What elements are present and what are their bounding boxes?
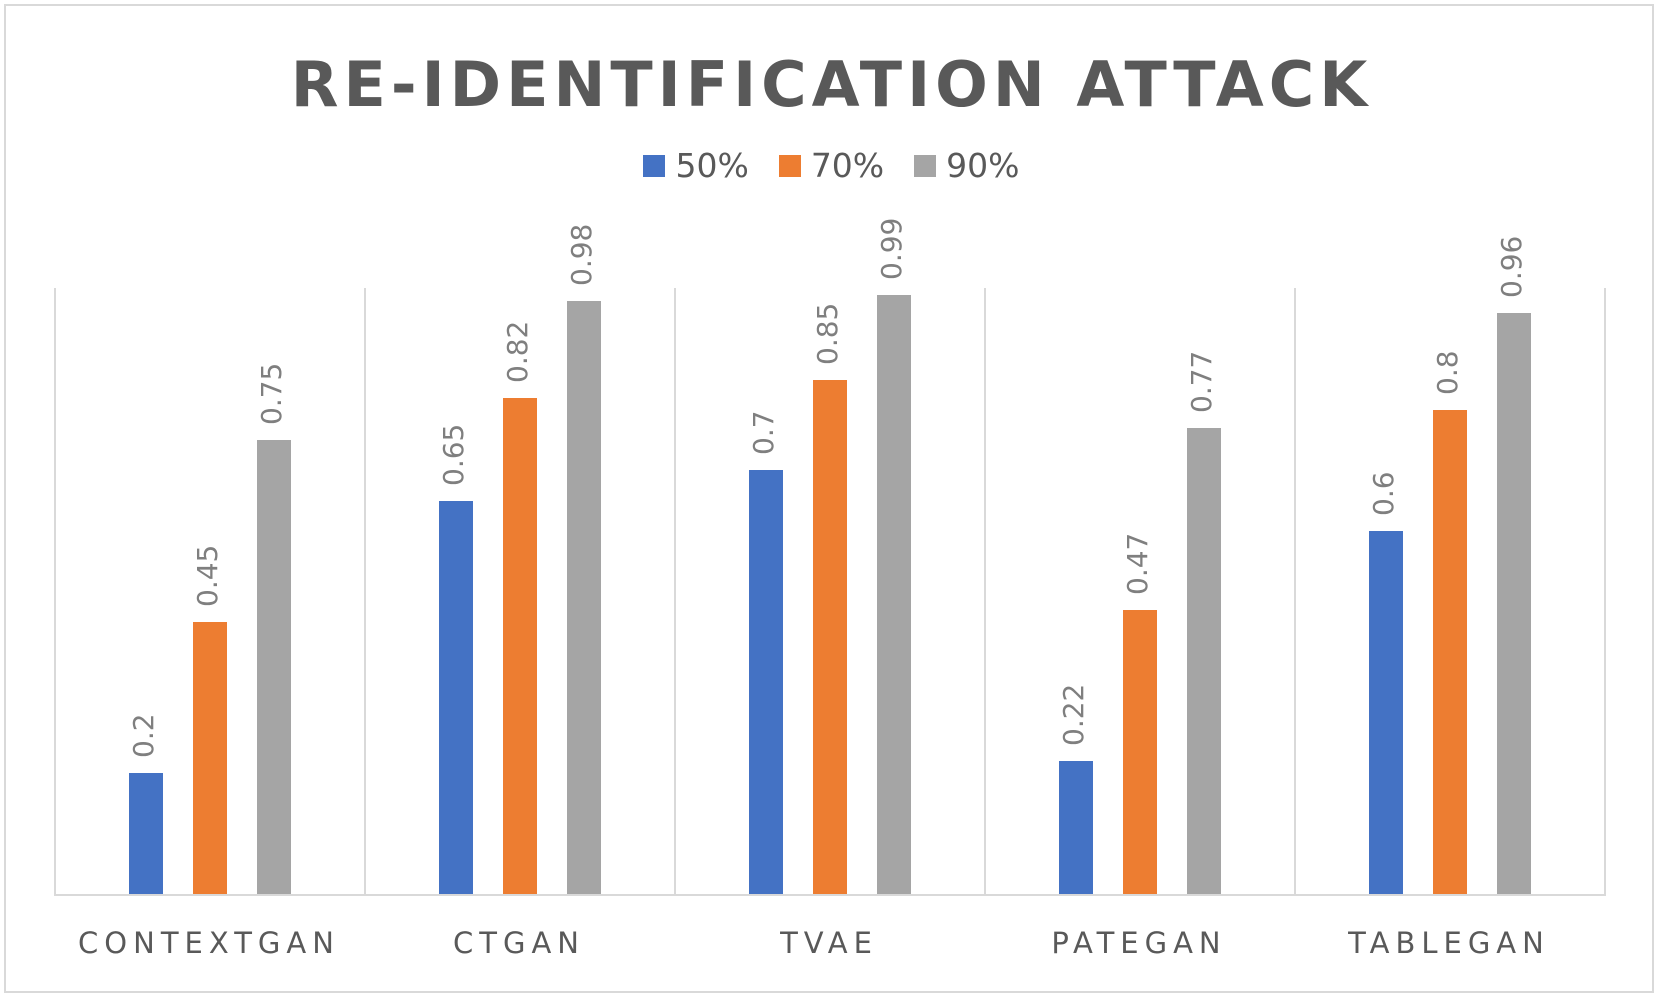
category-gridline xyxy=(674,288,676,894)
category-label: PATEGAN xyxy=(1051,926,1227,960)
data-label: 0.7 xyxy=(747,410,780,455)
category-gridline xyxy=(984,288,986,894)
data-label: 0.45 xyxy=(191,544,224,607)
bar xyxy=(567,301,601,894)
data-label: 0.85 xyxy=(811,302,844,365)
data-label: 0.47 xyxy=(1121,532,1154,595)
bar xyxy=(129,773,163,894)
legend-swatch-50 xyxy=(643,154,666,177)
bar xyxy=(1123,610,1157,894)
category-label: TABLEGAN xyxy=(1348,926,1550,960)
plot-area: 0.2 0.45 0.75 0.65 0.82 0.98 0.7 0.85 0.99 0.22 0.… xyxy=(54,218,1606,896)
bar xyxy=(749,470,783,894)
category-gridline xyxy=(54,288,56,894)
category-label: TVAE xyxy=(780,926,878,960)
data-label: 0.6 xyxy=(1367,471,1400,516)
legend-swatch-90 xyxy=(914,154,937,177)
bar xyxy=(1369,531,1403,894)
chart-title: RE-IDENTIFICATION ATTACK xyxy=(290,48,1373,121)
bar xyxy=(813,380,847,894)
data-label: 0.65 xyxy=(437,423,470,486)
data-label: 0.96 xyxy=(1495,235,1528,298)
bar xyxy=(1059,761,1093,894)
data-label: 0.75 xyxy=(255,362,288,425)
legend-item-70: 70% xyxy=(778,146,885,185)
data-label: 0.98 xyxy=(565,223,598,286)
chart-legend: 50% 70% 90% xyxy=(0,146,1663,185)
bar xyxy=(257,440,291,894)
category-label: CONTEXTGAN xyxy=(78,926,340,960)
category-gridline xyxy=(1604,288,1606,894)
bar xyxy=(1497,313,1531,894)
bar xyxy=(439,501,473,894)
legend-item-50: 50% xyxy=(643,146,749,185)
bar xyxy=(877,295,911,894)
legend-item-90: 90% xyxy=(914,146,1020,185)
data-label: 0.2 xyxy=(127,713,160,758)
data-label: 0.8 xyxy=(1431,350,1464,395)
bar xyxy=(1187,428,1221,894)
bar xyxy=(1433,410,1467,894)
category-label: CTGAN xyxy=(453,926,585,960)
category-gridline xyxy=(364,288,366,894)
x-axis-line xyxy=(54,894,1606,896)
category-gridline xyxy=(1294,288,1296,894)
data-label: 0.82 xyxy=(501,320,534,383)
bar xyxy=(193,622,227,894)
data-label: 0.99 xyxy=(875,217,908,280)
legend-label-50: 50% xyxy=(675,146,749,185)
data-label: 0.22 xyxy=(1057,683,1090,746)
bar xyxy=(503,398,537,894)
legend-label-70: 70% xyxy=(810,146,885,185)
legend-swatch-70 xyxy=(778,154,801,177)
data-label: 0.77 xyxy=(1185,350,1218,413)
legend-label-90: 90% xyxy=(946,146,1020,185)
